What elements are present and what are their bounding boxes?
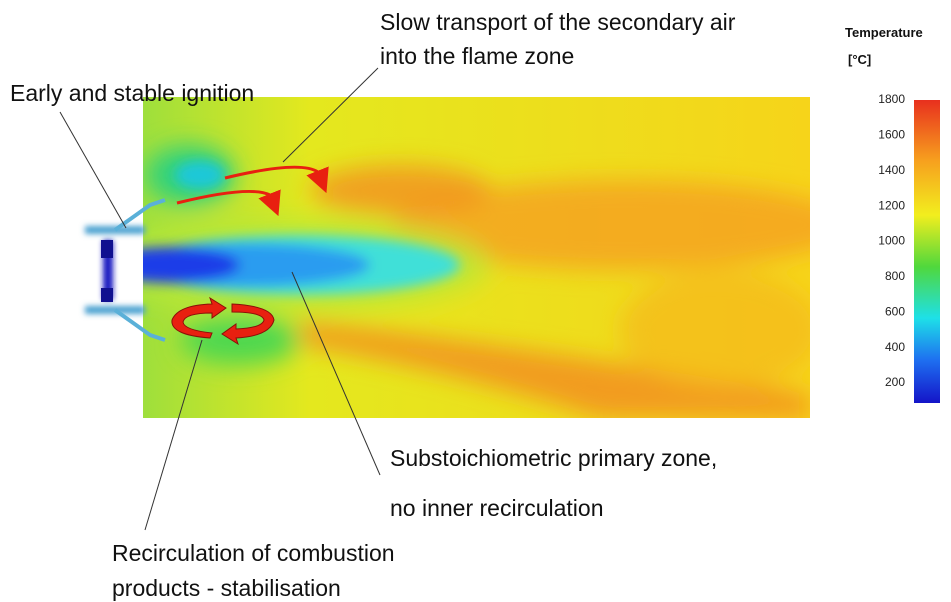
annotation: products - stabilisation: [112, 575, 341, 601]
colorbar-tick-label: 1800: [878, 92, 905, 106]
colorbar-tick-label: 400: [885, 340, 905, 354]
annotation: Substoichiometric primary zone,: [390, 445, 717, 471]
colorbar-tick-label: 1000: [878, 234, 905, 248]
annotation: Early and stable ignition: [10, 80, 254, 106]
burner: [85, 226, 145, 314]
colorbar: Temperature [°C] 1800 1600 1400 1200 1000 800…: [845, 25, 940, 403]
colorbar-tick-label: 1600: [878, 128, 905, 142]
annotation: into the flame zone: [380, 43, 574, 69]
annotation: Recirculation of combustion: [112, 540, 395, 566]
colorbar-unit: [°C]: [848, 52, 871, 67]
annotation: Slow transport of the secondary air: [380, 9, 736, 35]
colorbar-tick-label: 200: [885, 375, 905, 389]
leader-line: [60, 112, 126, 228]
temperature-field: [90, 97, 850, 418]
colorbar-tick-label: 1200: [878, 198, 905, 212]
annotation: no inner recirculation: [390, 495, 604, 521]
page: Slow transport of the secondary air into…: [0, 0, 951, 602]
colorbar-title: Temperature: [845, 25, 923, 40]
colorbar-tick-label: 800: [885, 269, 905, 283]
colorbar-scale: [914, 100, 940, 403]
colorbar-tick-label: 1400: [878, 163, 905, 177]
colorbar-tick-label: 600: [885, 304, 905, 318]
